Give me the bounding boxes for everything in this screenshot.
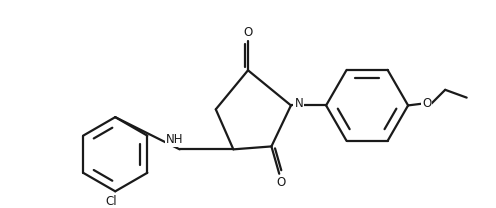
Text: Cl: Cl [106,195,117,208]
Text: O: O [422,97,431,110]
Text: N: N [295,97,303,110]
Text: NH: NH [166,133,184,146]
Text: O: O [277,176,286,189]
Text: O: O [244,26,252,39]
